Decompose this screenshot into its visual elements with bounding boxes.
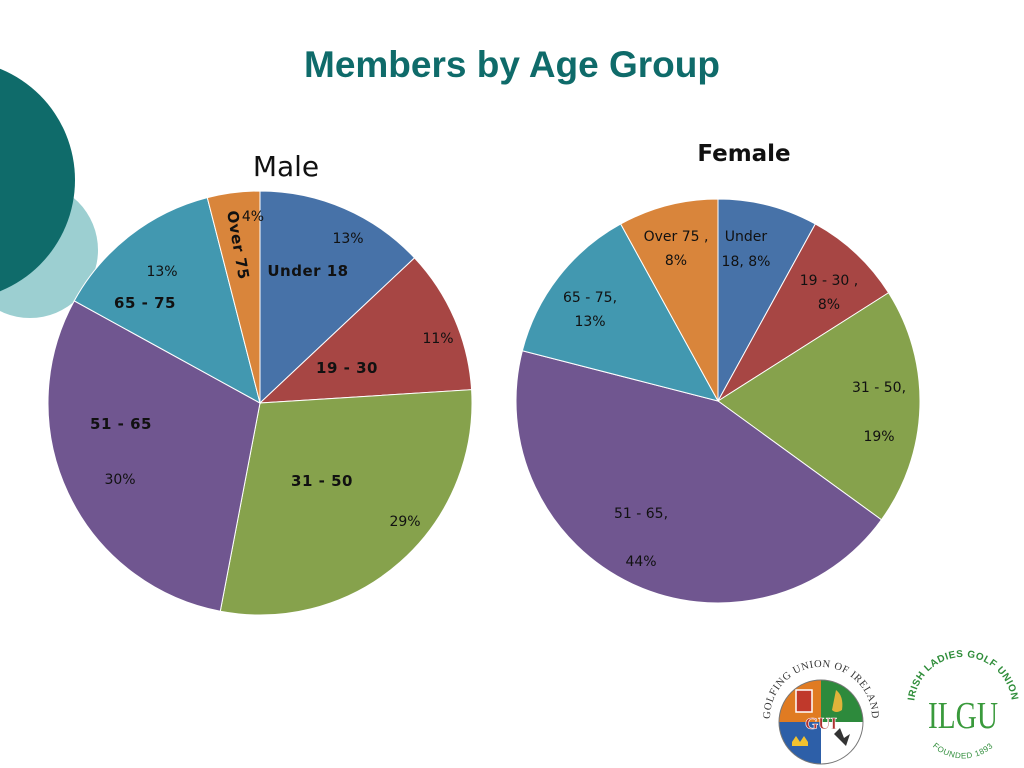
female-label-19-30-line2: 8% — [818, 297, 840, 313]
dark-teal-circle — [0, 68, 75, 292]
female-slice-65-75 — [521, 223, 719, 402]
female-slice-19-30 — [717, 223, 890, 402]
female-label-31-50-line1: 31 - 50, — [852, 380, 906, 396]
female-label-31-50-line2: 19% — [863, 429, 894, 445]
male-value-label-19-30: 11% — [422, 331, 453, 347]
male-value-label-51-65: 30% — [104, 472, 135, 488]
male-category-label-31-50: 31 - 50 — [291, 472, 353, 490]
svg-text:GUI: GUI — [805, 714, 838, 733]
male-value-label-31-50: 29% — [389, 514, 420, 530]
male-value-label-under-18: 13% — [332, 231, 363, 247]
male-slice-under-18 — [259, 190, 416, 405]
female-slice-under-18 — [717, 198, 816, 402]
male-chart-title: Male — [252, 150, 320, 183]
female-label-over-75-line2: 8% — [665, 253, 687, 269]
male-category-label-65-75: 65 - 75 — [114, 294, 176, 312]
female-label-over-75-line1: Over 75 , — [644, 229, 709, 245]
female-slice-51-65 — [515, 350, 883, 604]
female-label-51-65-line2: 44% — [625, 554, 656, 570]
female-label-19-30-line1: 19 - 30 , — [800, 273, 858, 289]
female-label-51-65-line1: 51 - 65, — [614, 506, 668, 522]
male-category-label-51-65: 51 - 65 — [90, 415, 152, 433]
male-value-label-65-75: 13% — [146, 264, 177, 280]
ilgu-logo: IRISH LADIES GOLF UNION ILGU FOUNDED 189… — [906, 649, 1020, 765]
female-label-under-18-line2: 18, 8% — [722, 254, 771, 270]
male-category-label-19-30: 19 - 30 — [316, 359, 378, 377]
male-category-label-under-18: Under 18 — [267, 262, 348, 280]
slide-title: Members by Age Group — [304, 44, 720, 85]
female-label-65-75-line1: 65 - 75, — [563, 290, 617, 306]
female-label-65-75-line2: 13% — [574, 314, 605, 330]
male-slice-31-50 — [219, 389, 473, 616]
male-value-label-over-75: 4% — [242, 209, 264, 225]
gui-logo: GOLFING UNION OF IRELAND GUI — [762, 659, 880, 768]
male-slice-51-65 — [47, 300, 261, 612]
female-chart-title: Female — [697, 141, 791, 167]
decorative-circles — [0, 68, 98, 318]
male-slice-19-30 — [258, 257, 473, 404]
female-slice-31-50 — [717, 292, 921, 521]
svg-text:ILGU: ILGU — [928, 695, 998, 737]
male-slice-65-75 — [73, 197, 261, 404]
female-label-under-18-line1: Under — [725, 229, 768, 245]
female-slice-over-75 — [620, 198, 719, 402]
male-slice-over-75 — [206, 190, 261, 404]
